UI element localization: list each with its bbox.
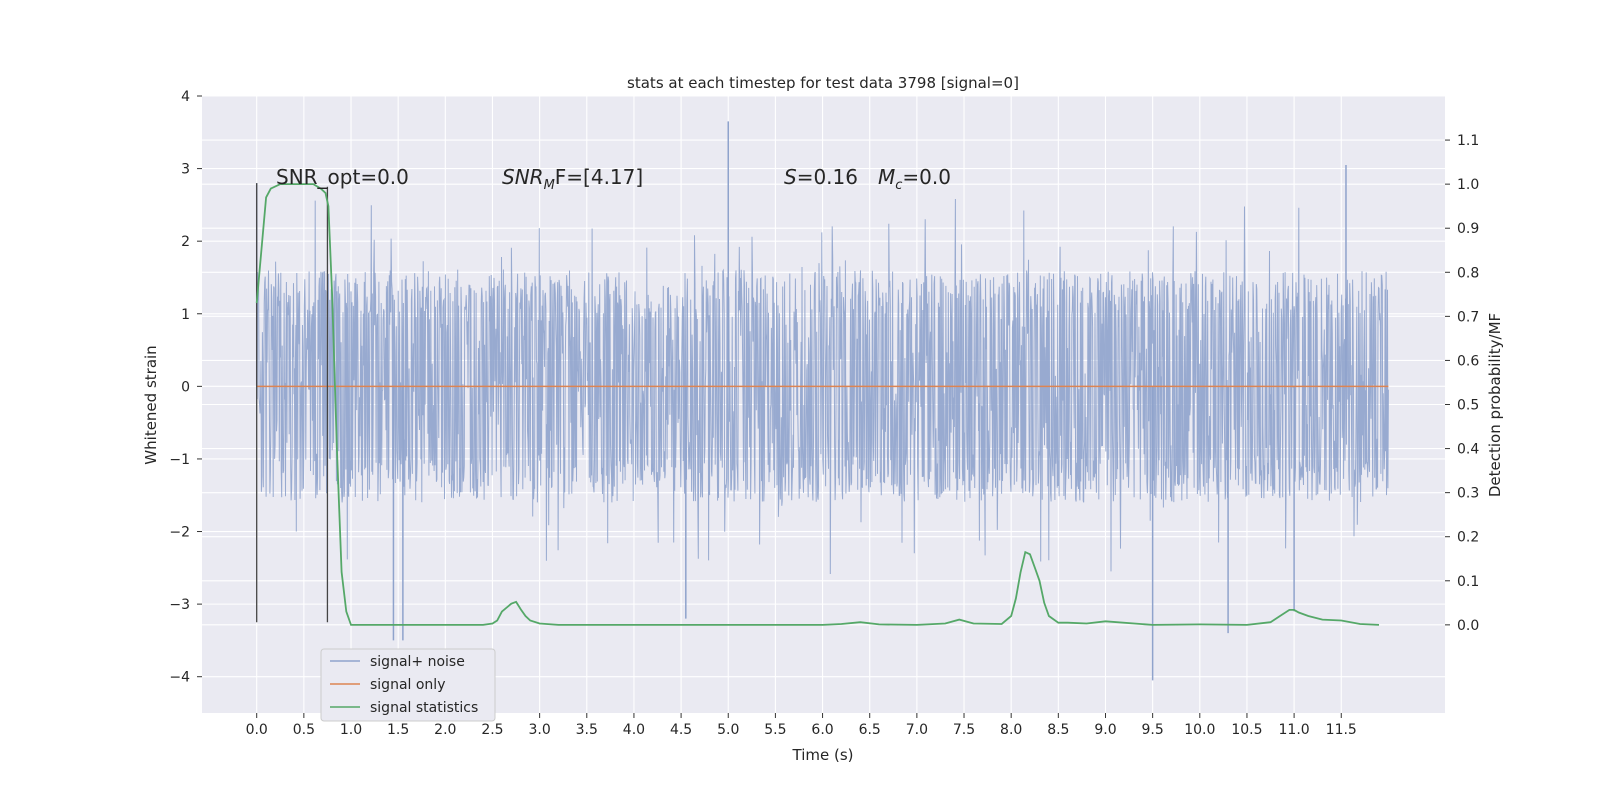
x-tick-label: 5.0: [717, 722, 739, 738]
y-tick-label: 2: [181, 234, 190, 250]
y2-tick-label: 0.4: [1457, 442, 1479, 458]
x-tick-label: 1.5: [387, 722, 409, 738]
y2-tick-label: 1.1: [1457, 133, 1479, 149]
y2-tick-label: 0.6: [1457, 353, 1479, 369]
annotation-mc-value: =0.0: [902, 165, 951, 189]
y2-tick-label: 0.2: [1457, 530, 1479, 546]
y-tick-label: 3: [181, 162, 190, 178]
x-tick-label: 3.5: [576, 722, 598, 738]
y-tick-label: −2: [169, 525, 190, 541]
annotation-s-main: S: [784, 165, 797, 189]
legend-box: [320, 648, 496, 722]
line-layer: [255, 183, 1389, 626]
x-tick-label: 6.5: [859, 722, 881, 738]
annotation-snr-mf-main: SNR: [502, 165, 544, 189]
annotation-mc: Mc=0.0: [878, 165, 951, 193]
x-tick-label: 2.5: [481, 722, 503, 738]
x-tick-label: 8.0: [1000, 722, 1022, 738]
x-tick-label: 9.0: [1094, 722, 1116, 738]
y-axis-label: Whitened strain: [142, 345, 160, 464]
y2-tick-label: 0.9: [1457, 221, 1479, 237]
legend-label-signal-noise: signal+ noise: [370, 654, 465, 670]
annotation-snr-mf: SNRMF=[4.17]: [502, 165, 643, 193]
y2-tick-label: 0.7: [1457, 309, 1479, 325]
y2-tick-label: 0.5: [1457, 398, 1479, 414]
x-tick-label: 10.0: [1184, 722, 1215, 738]
annotation-s: S=0.16: [784, 165, 858, 189]
x-tick-label: 8.5: [1047, 722, 1069, 738]
x-tick-label: 1.0: [340, 722, 362, 738]
y-tick-label: 1: [181, 307, 190, 323]
annotation-mc-sub: c: [895, 178, 902, 193]
annotation-s-value: =0.16: [797, 165, 858, 189]
y-tick-label: −4: [169, 670, 190, 686]
y2-tick-label: 1.0: [1457, 177, 1479, 193]
x-tick-label: 7.5: [953, 722, 975, 738]
x-tick-label: 0.0: [246, 722, 268, 738]
tick-layer: 0.0 0.5 1.0 1.5 2.0 2.5 3.0 3.5 4.0 4.5 5.0 5.5 6.0 6…: [169, 89, 1479, 738]
x-tick-label: 5.5: [764, 722, 786, 738]
y2-tick-label: 0.0: [1457, 618, 1479, 634]
annotation-mc-main: M: [878, 165, 895, 189]
annotation-snr-mf-sub: M: [544, 178, 555, 193]
y-tick-label: 0: [181, 379, 190, 395]
y-tick-label: −1: [169, 452, 190, 468]
y-tick-label: −3: [169, 597, 190, 613]
y2-tick-label: 0.8: [1457, 265, 1479, 281]
x-tick-label: 4.0: [623, 722, 645, 738]
y-tick-label: 4: [181, 89, 190, 105]
x-tick-label: 2.0: [434, 722, 456, 738]
legend-label-signal-statistics: signal statistics: [370, 700, 478, 716]
x-tick-label: 4.5: [670, 722, 692, 738]
x-tick-label: 3.0: [528, 722, 550, 738]
chart-title: stats at each timestep for test data 379…: [627, 74, 1019, 92]
x-tick-label: 0.5: [293, 722, 315, 738]
x-tick-label: 11.0: [1279, 722, 1310, 738]
x-tick-label: 7.0: [906, 722, 928, 738]
y2-axis-label: Detection probability/MF: [1486, 313, 1504, 497]
legend: signal+ noise signal only signal statist…: [320, 648, 496, 722]
x-tick-label: 9.5: [1142, 722, 1164, 738]
x-axis-label: Time (s): [792, 746, 854, 764]
y2-tick-label: 0.3: [1457, 486, 1479, 502]
x-tick-label: 6.0: [811, 722, 833, 738]
annotation-snr-opt: SNR_opt=0.0: [276, 165, 409, 189]
annotation-snr-mf-value: F=[4.17]: [555, 165, 643, 189]
legend-label-signal-only: signal only: [370, 677, 445, 693]
x-tick-label: 10.5: [1231, 722, 1262, 738]
x-tick-label: 11.5: [1326, 722, 1357, 738]
series-signal-statistics: [255, 183, 1380, 626]
y2-tick-label: 0.1: [1457, 574, 1479, 590]
